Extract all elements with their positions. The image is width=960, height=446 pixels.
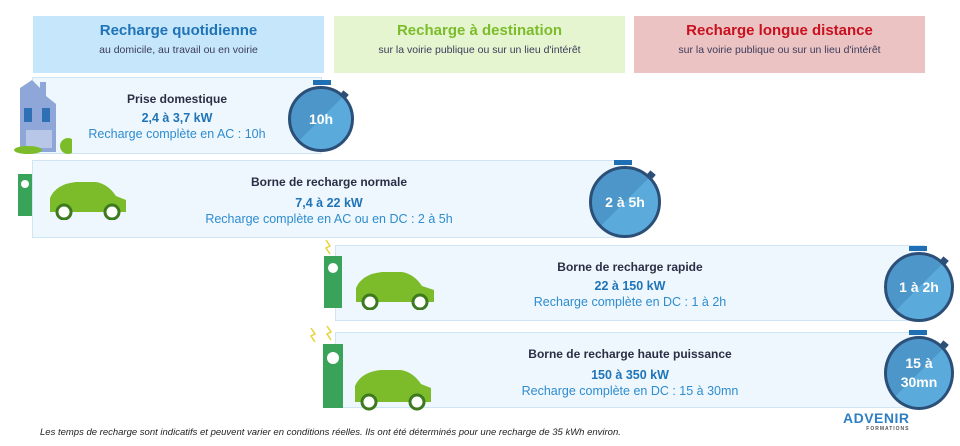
house-icon: [14, 80, 72, 154]
category-title: Recharge longue distance: [686, 22, 873, 39]
logo-sub: FORMATIONS: [866, 426, 910, 432]
category-title: Recharge quotidienne: [99, 22, 258, 39]
row-normal-charger: Borne de recharge normale 7,4 à 22 kW Re…: [32, 160, 626, 238]
row-power: 2,4 à 3,7 kW: [141, 111, 213, 125]
row-name: Prise domestique: [126, 92, 228, 106]
charge-time: 2 à 5h: [605, 193, 645, 210]
stopwatch-icon: 15 à 30mn: [884, 330, 954, 410]
category-daily: Recharge quotidienne au domicile, au tra…: [33, 16, 324, 73]
charger-car-icon: [324, 239, 434, 310]
row-detail: Recharge complète en AC : 10h: [88, 127, 266, 141]
footnote: Les temps de recharge sont indicatifs et…: [40, 427, 621, 438]
charge-time: 1 à 2h: [899, 278, 939, 295]
category-destination: Recharge à destination sur la voirie pub…: [334, 16, 625, 73]
category-subtitle: sur la voirie publique ou sur un lieu d'…: [378, 44, 581, 56]
stopwatch-icon: 1 à 2h: [884, 246, 954, 322]
category-long-distance: Recharge longue distance sur la voirie p…: [634, 16, 925, 73]
row-name: Borne de recharge haute puissance: [528, 347, 732, 361]
row-detail: Recharge complète en DC : 1 à 2h: [533, 295, 727, 309]
charger-car-icon: [18, 174, 126, 220]
category-subtitle: au domicile, au travail ou en voirie: [99, 44, 258, 56]
row-name: Borne de recharge rapide: [557, 260, 703, 274]
logo-name: ADVENIR: [843, 410, 910, 426]
advenir-logo: ADVENIR FORMATIONS: [843, 410, 910, 432]
row-high-power-charger: Borne de recharge haute puissance 150 à …: [335, 332, 925, 408]
row-power: 150 à 350 kW: [591, 368, 669, 382]
row-domestic-outlet: Prise domestique 2,4 à 3,7 kW Recharge c…: [32, 77, 322, 154]
row-detail: Recharge complète en AC ou en DC : 2 à 5…: [205, 212, 453, 226]
charge-time: 10h: [308, 110, 334, 127]
row-power: 7,4 à 22 kW: [295, 196, 363, 210]
charge-time: 15 à 30mn: [900, 355, 938, 390]
stopwatch-icon: 2 à 5h: [589, 160, 661, 238]
row-fast-charger: Borne de recharge rapide 22 à 150 kW Rec…: [335, 245, 925, 321]
stopwatch-icon: 10h: [288, 80, 354, 152]
row-name: Borne de recharge normale: [250, 175, 408, 189]
row-detail: Recharge complète en DC : 15 à 30mn: [521, 384, 739, 398]
category-subtitle: sur la voirie publique ou sur un lieu d'…: [678, 44, 881, 56]
charger-car-icon: [309, 325, 431, 411]
category-title: Recharge à destination: [396, 22, 563, 39]
row-power: 22 à 150 kW: [594, 279, 666, 293]
